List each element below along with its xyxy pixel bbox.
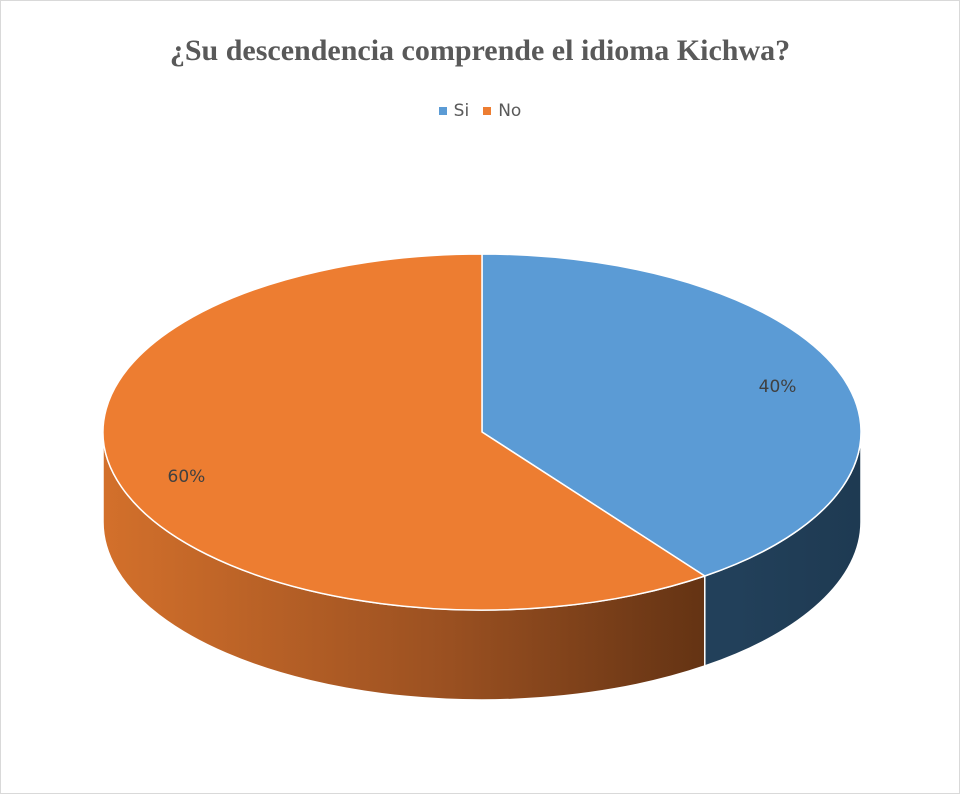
legend-swatch-no <box>483 107 492 115</box>
legend: Si No <box>0 101 960 121</box>
legend-swatch-si <box>438 107 447 115</box>
pie-tops <box>102 253 862 611</box>
data-label-si: 40% <box>759 377 797 397</box>
chart-title: ¿Su descendencia comprende el idioma Kic… <box>169 34 791 67</box>
legend-label-no: No <box>498 101 522 121</box>
data-label-no: 60% <box>168 467 206 487</box>
pie-slice-si <box>481 253 862 577</box>
legend-item-si: Si <box>438 101 470 121</box>
pie-labels: 40% 60% <box>168 377 797 487</box>
pie-slice-no <box>102 253 706 611</box>
legend-label-si: Si <box>453 101 470 121</box>
legend-item-no: No <box>483 101 521 121</box>
